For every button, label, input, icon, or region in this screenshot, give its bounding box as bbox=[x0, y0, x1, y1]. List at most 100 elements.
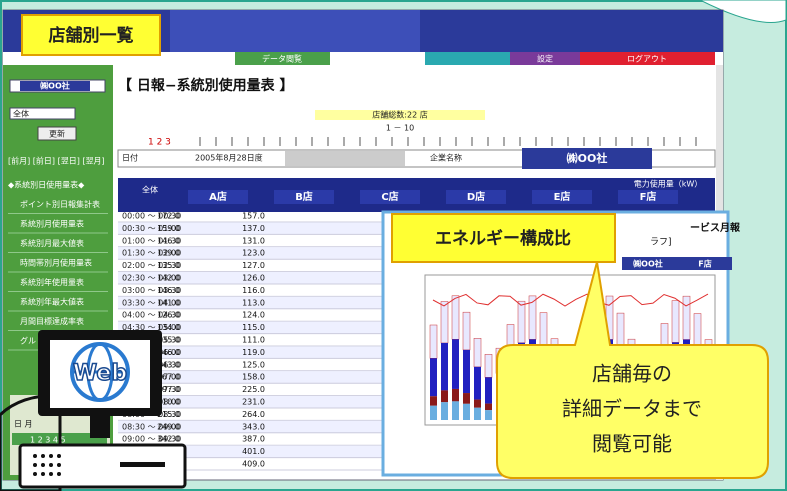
tab-label: データ閲覧 bbox=[262, 54, 302, 64]
value-cell: 126.0 bbox=[157, 311, 180, 320]
info-fill bbox=[285, 151, 405, 166]
store-header-cell bbox=[618, 190, 678, 204]
value-cell: 231.0 bbox=[242, 398, 265, 407]
store-header: A店 bbox=[209, 190, 227, 203]
calendar-dates: 1 2 3 4 5 bbox=[30, 436, 66, 445]
deco-bar bbox=[462, 311, 471, 351]
header-accent bbox=[170, 10, 420, 52]
inset-title: ービス月報 bbox=[690, 221, 741, 234]
value-cell: 137.0 bbox=[242, 224, 265, 233]
pages[interactable]: 1 2 3 bbox=[148, 138, 171, 148]
key-bar bbox=[120, 462, 165, 467]
value-cell: 146.0 bbox=[157, 236, 180, 245]
row-band bbox=[118, 346, 383, 359]
value-cell: 197.0 bbox=[157, 385, 180, 394]
store-header-cell bbox=[360, 190, 420, 204]
deco-bar bbox=[441, 390, 448, 403]
value-cell: 123.0 bbox=[242, 249, 265, 258]
time-cell: 09:00 ～ 09:30 bbox=[122, 435, 181, 444]
deco-bar bbox=[430, 358, 437, 397]
time-cell: 02:30 ～ 03:00 bbox=[122, 274, 181, 283]
deco-line bbox=[432, 293, 709, 307]
tab[interactable] bbox=[235, 52, 330, 65]
callout-line: 店舗毎の bbox=[592, 362, 672, 386]
tab[interactable] bbox=[580, 52, 715, 65]
value-cell: 143.0 bbox=[157, 360, 180, 369]
date-label: 日付 bbox=[122, 153, 138, 163]
deco-bar bbox=[517, 300, 526, 344]
time-cell: 08:30 ～ 09:00 bbox=[122, 422, 181, 431]
tab-label: ログアウト bbox=[627, 54, 667, 64]
menu-item[interactable]: 月間目標達成率表 bbox=[20, 316, 84, 326]
title: 店舗別一覧 bbox=[49, 25, 134, 46]
value-cell: 342.0 bbox=[157, 435, 180, 444]
time-cell: 00:00 ～ 00:30 bbox=[122, 212, 181, 221]
deco-bar bbox=[485, 377, 492, 404]
store-header-cell bbox=[188, 190, 248, 204]
store-header-cell bbox=[274, 190, 334, 204]
menu-item[interactable]: 系統別年使用量表 bbox=[20, 277, 84, 287]
deco-bar bbox=[485, 410, 492, 420]
menu-item[interactable]: グル bbox=[20, 336, 36, 346]
value-cell: 134.0 bbox=[157, 323, 180, 332]
deco-bar bbox=[452, 388, 459, 402]
deco-bar bbox=[474, 399, 481, 408]
deco-bar bbox=[463, 403, 470, 420]
value-cell: 409.0 bbox=[242, 460, 265, 469]
inset-badge bbox=[391, 213, 616, 263]
unit: 電力使用量（kW） bbox=[634, 179, 703, 189]
count-box bbox=[315, 110, 485, 120]
value-cell: 157.0 bbox=[242, 212, 265, 221]
callout-line: 閲覧可能 bbox=[592, 432, 672, 456]
row-band bbox=[118, 321, 383, 334]
nav-links[interactable]: [前月] [前日] [翌日] [翌月] bbox=[8, 156, 105, 166]
callout bbox=[496, 261, 769, 479]
menu-item[interactable]: ◆系統別日使用量表◆ bbox=[8, 180, 85, 190]
value-cell: 146.0 bbox=[157, 348, 180, 357]
store-header: D店 bbox=[467, 190, 485, 203]
deco-bar bbox=[484, 354, 493, 378]
total-label: 全体 bbox=[142, 185, 158, 195]
company: ㈱OO社 bbox=[567, 151, 608, 165]
select[interactable] bbox=[9, 107, 76, 120]
row-band bbox=[118, 247, 383, 260]
store-header: E店 bbox=[554, 190, 571, 203]
deco-bar bbox=[463, 393, 470, 404]
tab-label: 設定 bbox=[537, 54, 553, 64]
deco-bar bbox=[474, 407, 481, 420]
value-cell: 124.0 bbox=[242, 311, 265, 320]
value-cell: 141.0 bbox=[157, 298, 180, 307]
row-band bbox=[118, 222, 383, 235]
value-cell: 172.0 bbox=[157, 212, 180, 221]
time-cell: 01:30 ～ 02:00 bbox=[122, 249, 181, 258]
time-cell: 04:00 ～ 04:30 bbox=[122, 311, 181, 320]
value-cell: 113.0 bbox=[242, 298, 265, 307]
value-cell: 401.0 bbox=[242, 447, 265, 456]
refresh-button[interactable] bbox=[37, 126, 77, 141]
value-cell: 135.0 bbox=[157, 261, 180, 270]
deco-bar bbox=[430, 396, 437, 406]
store-header: C店 bbox=[381, 190, 398, 203]
menu-item[interactable]: ポイント別日報集計表 bbox=[20, 199, 100, 209]
menu-item[interactable]: 時間帯別月使用量表 bbox=[20, 258, 92, 268]
time-cell: 00:30 ～ 01:00 bbox=[122, 224, 181, 233]
value-cell: 127.0 bbox=[242, 261, 265, 270]
keyboard bbox=[18, 443, 187, 489]
menu-item[interactable]: 系統別月使用量表 bbox=[20, 219, 84, 229]
deco-bar bbox=[429, 324, 438, 359]
value-cell: 116.0 bbox=[242, 286, 265, 295]
deco-bar bbox=[452, 401, 459, 420]
menu-item[interactable]: 系統別年最大値表 bbox=[20, 297, 84, 307]
deco-bar bbox=[451, 295, 460, 340]
value-cell: 126.0 bbox=[242, 274, 265, 283]
time-cell: 02:00 ～ 02:30 bbox=[122, 261, 181, 270]
company-chip bbox=[20, 81, 90, 91]
value-cell: 249.0 bbox=[157, 422, 180, 431]
value-cell: 125.0 bbox=[242, 360, 265, 369]
deco-bar bbox=[441, 342, 448, 391]
tab[interactable] bbox=[510, 52, 580, 65]
menu-item[interactable]: 系統別月最大値表 bbox=[20, 238, 84, 248]
value-cell: 215.0 bbox=[157, 410, 180, 419]
value-cell: 387.0 bbox=[242, 435, 265, 444]
